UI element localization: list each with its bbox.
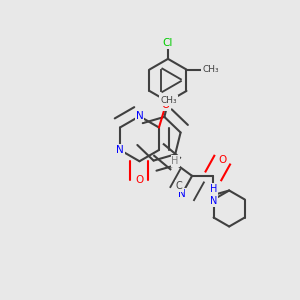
Text: O: O <box>162 100 170 110</box>
Text: O: O <box>218 155 226 165</box>
Text: N: N <box>136 111 143 121</box>
Text: Cl: Cl <box>163 38 173 48</box>
Text: C: C <box>176 181 183 191</box>
Text: CH₃: CH₃ <box>160 96 177 105</box>
Text: CH₃: CH₃ <box>202 65 219 74</box>
Text: N: N <box>116 145 124 155</box>
Text: H: H <box>172 156 179 166</box>
Text: H
N: H N <box>210 184 217 206</box>
Text: O: O <box>135 176 144 185</box>
Text: N: N <box>178 189 186 199</box>
